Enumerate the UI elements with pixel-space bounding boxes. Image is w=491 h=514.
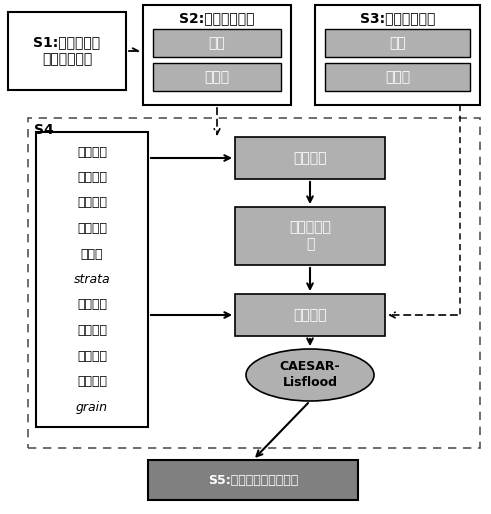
Text: S3:追踪索引矩阵: S3:追踪索引矩阵	[360, 11, 435, 25]
Bar	[315, 5, 480, 105]
Text: 建立代表: 建立代表	[77, 145, 107, 158]
Text: 滑坡: 滑坡	[389, 36, 406, 50]
Bar	[148, 460, 358, 500]
Bar	[28, 118, 480, 448]
Text: 泥沙运移过
程: 泥沙运移过 程	[289, 221, 331, 252]
Text: strata: strata	[74, 273, 110, 286]
Text: 数组变量: 数组变量	[77, 375, 107, 388]
Text: S2:坡角阈值矩阵: S2:坡角阈值矩阵	[179, 11, 255, 25]
Bar	[325, 29, 470, 57]
Text: 坡面过程: 坡面过程	[293, 151, 327, 165]
Bar	[235, 294, 385, 336]
Text: 非滑坡: 非滑坡	[204, 70, 230, 84]
Bar	[325, 63, 470, 91]
Text: S1:确定滑坡失
稳坡度角阈值: S1:确定滑坡失 稳坡度角阈值	[33, 35, 101, 67]
Text: 泥沙追踪: 泥沙追踪	[293, 308, 327, 322]
Text: 的四维数: 的四维数	[77, 222, 107, 235]
Bar	[235, 207, 385, 265]
Ellipse shape	[246, 349, 374, 401]
Bar	[36, 132, 148, 427]
Bar	[153, 63, 281, 91]
Bar	[235, 137, 385, 179]
Bar	[143, 5, 291, 105]
Text: 地表活动: 地表活动	[77, 171, 107, 184]
Text: 组变量: 组变量	[81, 248, 103, 261]
Bar	[153, 29, 281, 57]
Text: 非滑坡: 非滑坡	[385, 70, 410, 84]
Text: 沙粒径组: 沙粒径组	[77, 324, 107, 337]
Text: grain: grain	[76, 400, 108, 413]
Text: 地层系统: 地层系统	[77, 196, 107, 210]
Text: S5:输出（各源区）文件: S5:输出（各源区）文件	[208, 473, 298, 486]
Bar	[8, 12, 126, 90]
Text: 成的三维: 成的三维	[77, 350, 107, 362]
Text: 和代表泥: 和代表泥	[77, 299, 107, 311]
Text: S4: S4	[34, 123, 54, 137]
Text: 滑坡: 滑坡	[209, 36, 225, 50]
Text: CAESAR-
Lisflood: CAESAR- Lisflood	[280, 360, 340, 390]
